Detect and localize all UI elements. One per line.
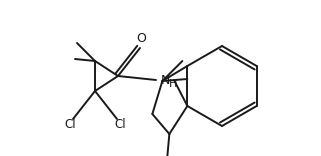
Text: Cl: Cl — [64, 119, 76, 132]
Text: Cl: Cl — [114, 119, 126, 132]
Text: O: O — [136, 32, 146, 46]
Text: N: N — [161, 73, 170, 86]
Text: H: H — [169, 79, 178, 89]
